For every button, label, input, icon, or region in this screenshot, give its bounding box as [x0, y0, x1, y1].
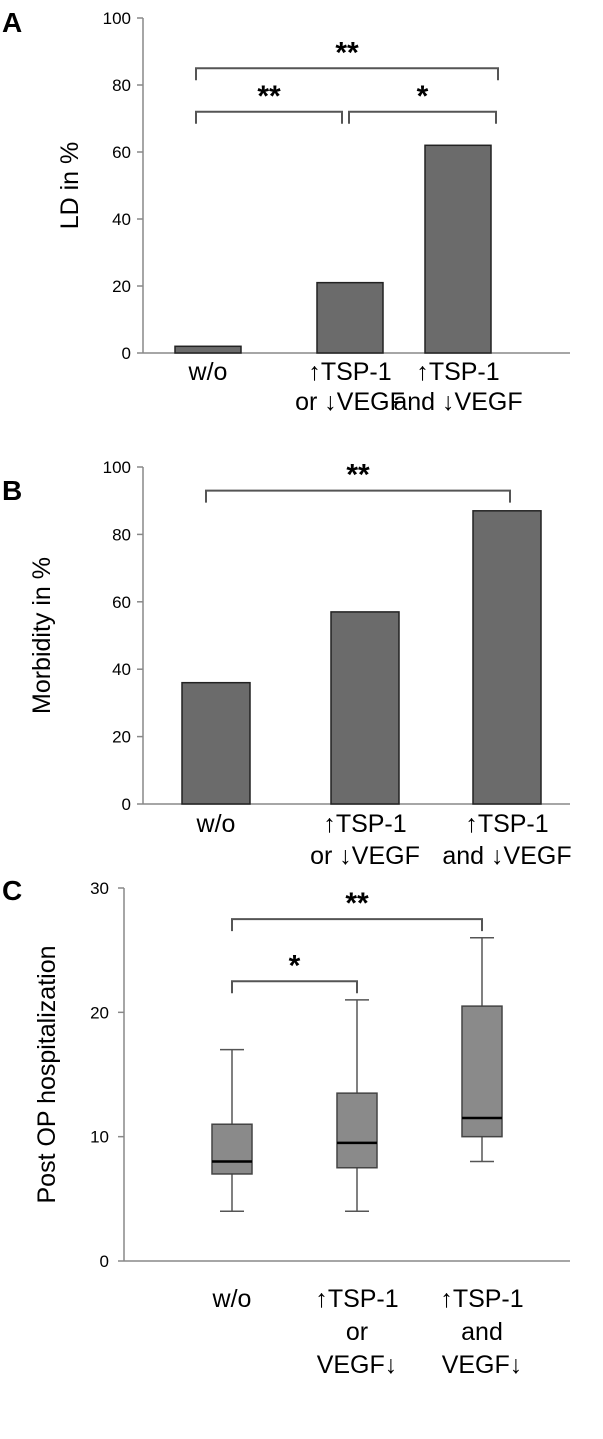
significance-label: *: [417, 80, 429, 113]
y-tick-label: 100: [103, 458, 131, 477]
significance-label: **: [335, 36, 359, 69]
significance-label: **: [346, 459, 370, 492]
category-label: w/o: [196, 810, 236, 838]
category-label: or: [346, 1318, 368, 1346]
y-tick-label: 30: [90, 879, 109, 898]
y-tick-label: 20: [112, 728, 131, 747]
y-tick-label: 0: [122, 344, 131, 363]
category-label: w/o: [188, 358, 228, 386]
category-label: and ↓VEGF: [393, 388, 522, 416]
category-label: ↑TSP-1: [323, 810, 406, 838]
category-label: or ↓VEGF: [310, 842, 420, 870]
y-tick-label: 80: [112, 525, 131, 544]
y-tick-label: 60: [112, 593, 131, 612]
significance-bracket: [195, 67, 499, 81]
category-label: and: [461, 1318, 503, 1346]
category-label: ↑TSP-1: [465, 810, 548, 838]
bar: [316, 281, 384, 354]
category-label: VEGF↓: [317, 1351, 398, 1379]
significance-bracket: [231, 980, 358, 994]
y-tick-label: 10: [90, 1128, 109, 1147]
y-axis-label: Post OP hospitalization: [33, 945, 61, 1203]
y-axis-label: Morbidity in %: [28, 557, 56, 714]
panel-c: C 0 10 20 30 Post OP hospitalization w/o ↑TSP-1…: [2, 875, 570, 1379]
box: [461, 1005, 503, 1138]
significance-bracket: [195, 110, 343, 124]
box: [211, 1123, 253, 1175]
significance-label: **: [345, 887, 369, 920]
y-tick-label: 80: [112, 76, 131, 95]
box: [336, 1092, 378, 1169]
category-label: and ↓VEGF: [442, 842, 571, 870]
significance-label: *: [289, 949, 301, 982]
significance-label: **: [257, 80, 281, 113]
significance-bracket: [231, 918, 483, 932]
y-tick-label: 20: [90, 1003, 109, 1022]
category-label: VEGF↓: [442, 1351, 523, 1379]
category-label: or ↓VEGF: [295, 388, 405, 416]
y-tick-label: 20: [112, 277, 131, 296]
panel-letter: A: [2, 7, 22, 38]
category-label: ↑TSP-1: [308, 358, 391, 386]
bar: [174, 345, 242, 354]
y-tick-label: 100: [103, 9, 131, 28]
category-label: ↑TSP-1: [315, 1285, 398, 1313]
y-tick-label: 40: [112, 660, 131, 679]
panel-b: B 0 20 40 60 80 100 Morbidity in % w/o ↑TSP-1 or ↓…: [2, 458, 572, 870]
bar: [472, 510, 542, 805]
bar: [424, 144, 492, 354]
bar: [330, 611, 400, 805]
significance-bracket: [348, 110, 497, 124]
y-tick-label: 0: [122, 795, 131, 814]
panel-letter: B: [2, 475, 22, 506]
y-axis-label: LD in %: [56, 142, 84, 230]
significance-bracket: [205, 489, 511, 503]
category-label: ↑TSP-1: [416, 358, 499, 386]
y-tick-label: 0: [100, 1252, 109, 1271]
category-label: w/o: [212, 1285, 252, 1313]
bar: [181, 681, 251, 805]
y-tick-label: 40: [112, 210, 131, 229]
y-tick-label: 60: [112, 143, 131, 162]
category-label: ↑TSP-1: [440, 1285, 523, 1313]
panel-letter: C: [2, 875, 22, 906]
